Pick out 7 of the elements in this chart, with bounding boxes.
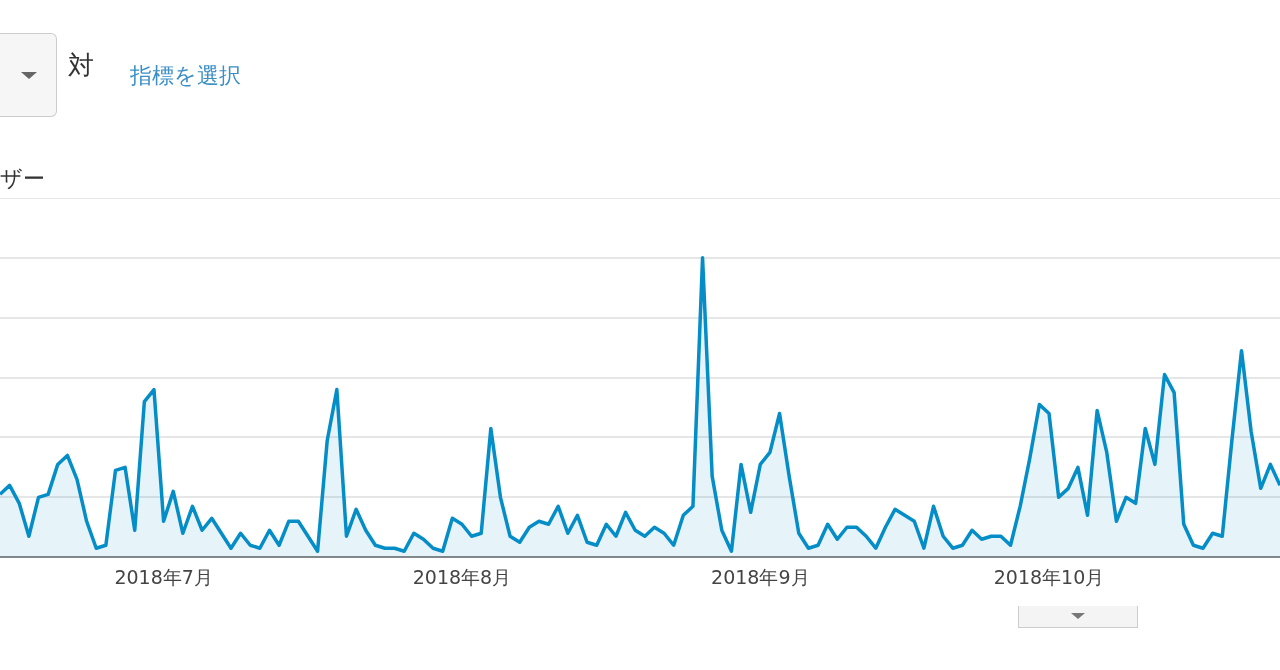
x-tick-label: 2018年7月	[114, 565, 213, 588]
x-tick-label: 2018年8月	[412, 565, 512, 588]
text: 対	[68, 49, 94, 82]
x-tick-label: 2018年9月	[711, 565, 810, 588]
text: 指標を選択	[130, 62, 241, 90]
y-axis-title: ザー	[0, 165, 45, 193]
x-tick-label: 2018年10月	[993, 565, 1105, 588]
